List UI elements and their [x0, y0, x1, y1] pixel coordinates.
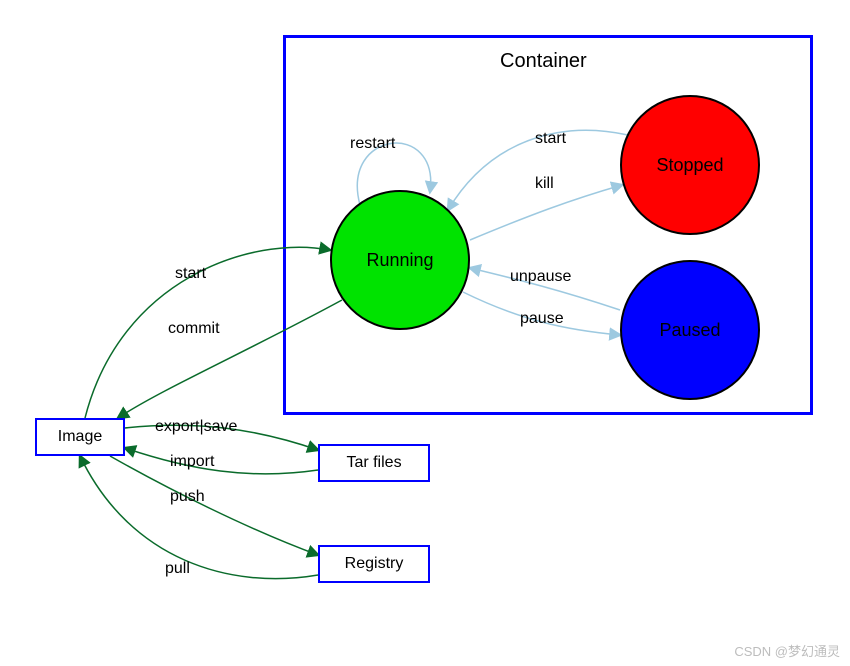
- stopped-state-node: Stopped: [620, 95, 760, 235]
- edge-kill_running_stopped: [470, 185, 622, 240]
- tarfiles-label: Tar files: [346, 454, 401, 472]
- running-state-node: Running: [330, 190, 470, 330]
- running-label: Running: [366, 250, 433, 271]
- edge-commit_running_image: [118, 300, 342, 418]
- registry-label: Registry: [345, 555, 404, 573]
- edge-label-start_stopped_running: start: [535, 130, 566, 148]
- edge-label-import: import: [170, 453, 214, 471]
- edge-label-restart: restart: [350, 135, 395, 153]
- registry-node: Registry: [318, 545, 430, 583]
- edge-pull: [80, 456, 318, 579]
- edge-import: [125, 448, 318, 474]
- image-node: Image: [35, 418, 125, 456]
- paused-label: Paused: [659, 320, 720, 341]
- edge-label-unpause: unpause: [510, 268, 571, 286]
- edge-label-pull: pull: [165, 560, 190, 578]
- edge-label-push: push: [170, 488, 205, 506]
- paused-state-node: Paused: [620, 260, 760, 400]
- edge-label-pause: pause: [520, 310, 564, 328]
- edge-label-start_image_running: start: [175, 265, 206, 283]
- image-label: Image: [58, 428, 102, 446]
- edge-label-exportsave: export|save: [155, 418, 237, 436]
- edge-label-commit_running_image: commit: [168, 320, 220, 338]
- diagram-stage: Container Running Stopped Paused Image T…: [0, 0, 850, 666]
- tarfiles-node: Tar files: [318, 444, 430, 482]
- edge-label-kill_running_stopped: kill: [535, 175, 554, 193]
- watermark: CSDN @梦幻通灵: [734, 641, 840, 660]
- stopped-label: Stopped: [656, 155, 723, 176]
